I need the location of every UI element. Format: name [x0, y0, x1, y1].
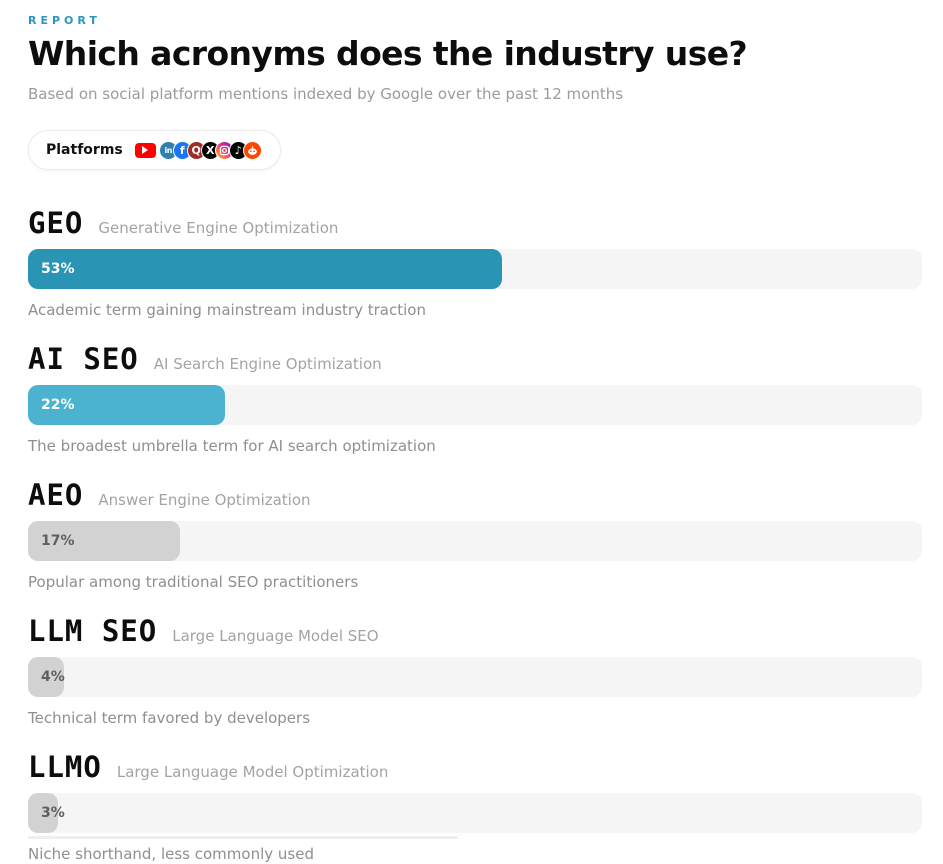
platforms-filter-chip[interactable]: Platforms in f Q X ♪	[28, 130, 281, 171]
page-title: Which acronyms does the industry use?	[28, 34, 748, 73]
chart-row-aeo: AEO Answer Engine Optimization 17% Popul…	[28, 478, 922, 592]
acronym-label: AI SEO	[28, 342, 139, 377]
acronym-full-name: Generative Engine Optimization	[98, 219, 339, 238]
page-subtitle: Based on social platform mentions indexe…	[28, 85, 624, 104]
bar-value-label: 3%	[41, 805, 65, 822]
bar-track: 53%	[28, 249, 922, 290]
platforms-label: Platforms	[46, 142, 123, 159]
report-eyebrow: REPORT	[28, 14, 101, 27]
bar-track: 22%	[28, 385, 922, 426]
bottom-divider	[28, 836, 458, 839]
bar-value-label: 4%	[41, 669, 65, 686]
bar-value-label: 22%	[41, 397, 75, 414]
acronym-full-name: Answer Engine Optimization	[98, 491, 311, 510]
reddit-icon	[242, 140, 262, 160]
acronym-full-name: AI Search Engine Optimization	[153, 355, 382, 374]
acronym-label: LLMO	[28, 750, 102, 785]
bar-note: Academic term gaining mainstream industr…	[28, 301, 426, 320]
acronym-label: GEO	[28, 206, 84, 241]
chart-row-llm-seo: LLM SEO Large Language Model SEO 4% Tech…	[28, 614, 922, 728]
bar-value-label: 53%	[41, 261, 75, 278]
bar-fill: 4%	[28, 657, 65, 698]
acronym-label: LLM SEO	[28, 614, 158, 649]
bar-track: 3%	[28, 793, 922, 834]
bar-note: Popular among traditional SEO practition…	[28, 573, 359, 592]
platform-icons: in f Q X ♪	[134, 140, 262, 160]
bar-fill: 3%	[28, 793, 65, 834]
bar-track: 4%	[28, 657, 922, 698]
chart-row-llmo: LLMO Large Language Model Optimization 3…	[28, 750, 922, 864]
acronym-full-name: Large Language Model SEO	[172, 627, 379, 646]
youtube-icon	[134, 142, 156, 158]
bar-fill: 53%	[28, 249, 502, 290]
bar-fill: 17%	[28, 521, 180, 562]
bar-track: 17%	[28, 521, 922, 562]
bar-note: Niche shorthand, less commonly used	[28, 845, 314, 864]
chart-row-geo: GEO Generative Engine Optimization 53% A…	[28, 206, 922, 320]
bar-note: Technical term favored by developers	[28, 709, 311, 728]
bar-note: The broadest umbrella term for AI search…	[28, 437, 436, 456]
bar-value-label: 17%	[41, 533, 75, 550]
bar-fill: 22%	[28, 385, 225, 426]
acronym-full-name: Large Language Model Optimization	[116, 763, 389, 782]
chart-row-ai-seo: AI SEO AI Search Engine Optimization 22%…	[28, 342, 922, 456]
acronym-label: AEO	[28, 478, 84, 513]
